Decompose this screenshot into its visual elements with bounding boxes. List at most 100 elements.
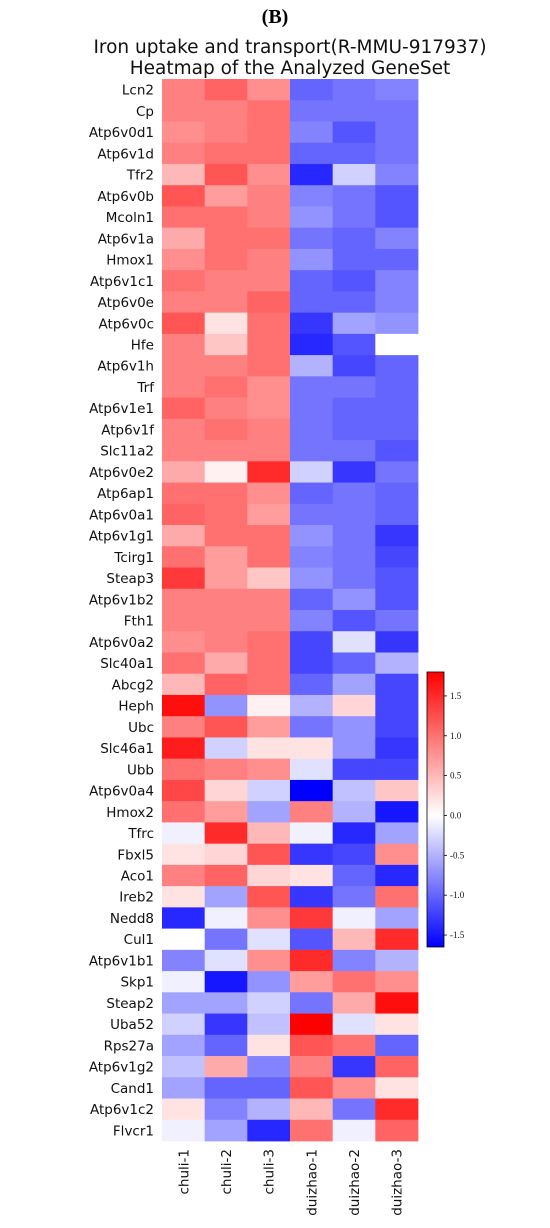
heatmap-cell-Aco1-duizhao-2 (332, 864, 376, 887)
heatmap-cell-Tfr2-duizhao-1 (290, 163, 334, 186)
heatmap-cell-Atp6v1c2-duizhao-3 (375, 1098, 419, 1121)
heatmap-cell-Atp6v1g1-duizhao-1 (290, 525, 334, 547)
heatmap-cell-Atp6v0a2-duizhao-2 (332, 631, 376, 653)
heatmap-cell-Ubc-duizhao-1 (290, 716, 334, 738)
heatmap-cell-Atp6v0a1-duizhao-3 (375, 503, 419, 526)
heatmap-cell-Rps27a-chuli-3 (247, 1034, 291, 1057)
heatmap-cell-Steap3-chuli-2 (204, 567, 248, 590)
heatmap-cell-Atp6v1b1-chuli-3 (247, 949, 291, 972)
heatmap-cell-Atp6v1b2-chuli-1 (162, 588, 206, 611)
heatmap-cell-Atp6v0e2-chuli-3 (247, 461, 291, 483)
heatmap-cell-Nedd8-chuli-3 (247, 907, 291, 929)
heatmap-cell-Ubb-chuli-2 (204, 758, 248, 781)
heatmap-cell-Slc46a1-chuli-3 (247, 737, 291, 760)
heatmap-cell-Atp6ap1-duizhao-3 (375, 482, 419, 505)
heatmap-cell-Atp6v0b-chuli-2 (204, 185, 248, 207)
heatmap-cell-Cand1-chuli-2 (204, 1077, 248, 1099)
heatmap-cell-Atp6v1b2-chuli-2 (204, 588, 248, 611)
heatmap-cell-Atp6v1c1-duizhao-1 (290, 270, 334, 292)
row-label: Hmox1 (106, 253, 154, 269)
heatmap-cell-Slc11a2-duizhao-1 (290, 440, 334, 462)
heatmap-cell-Mcoln1-chuli-2 (204, 206, 248, 229)
heatmap-cell-Atp6v0a2-chuli-2 (204, 631, 248, 653)
row-label: Cp (136, 104, 154, 120)
heatmap-cell-Atp6v0a4-duizhao-2 (332, 779, 376, 802)
heatmap-cell-Atp6v1b2-chuli-3 (247, 588, 291, 611)
heatmap-cell-Ubc-chuli-1 (162, 716, 206, 738)
heatmap-cell-Fth1-chuli-2 (204, 610, 248, 632)
heatmap-cell-Atp6v1h-duizhao-1 (290, 355, 334, 377)
heatmap-cell-Lcn2-chuli-2 (204, 79, 248, 101)
heatmap-cell-Abcg2-chuli-3 (247, 673, 291, 696)
heatmap-cell-Atp6v1c1-duizhao-3 (375, 270, 419, 292)
heatmap-cell-Tcirg1-duizhao-2 (332, 546, 376, 568)
heatmap-cell-Slc46a1-chuli-2 (204, 737, 248, 760)
column-label: chuli-3 (262, 1149, 278, 1195)
heatmap-cell-Hmox1-duizhao-2 (332, 248, 376, 271)
heatmap-cell-Fth1-chuli-1 (162, 610, 206, 632)
heatmap-cell-Hfe-duizhao-3 (375, 333, 419, 356)
heatmap-cell-Hmox2-chuli-2 (204, 801, 248, 823)
heatmap-cell-Heph-duizhao-3 (375, 694, 419, 717)
heatmap-cell-Atp6v0c-duizhao-3 (375, 312, 419, 335)
heatmap-cell-Uba52-chuli-3 (247, 1013, 291, 1036)
heatmap-cell-Uba52-chuli-2 (204, 1013, 248, 1036)
heatmap-cell-Atp6v1g1-duizhao-3 (375, 525, 419, 547)
row-label: Atp6v1d (97, 146, 154, 162)
heatmap-cell-Atp6ap1-chuli-1 (162, 482, 206, 505)
heatmap-cells (162, 79, 419, 1142)
heatmap-cell-Atp6v1g1-chuli-1 (162, 525, 206, 547)
heatmap-cell-Atp6v1c1-chuli-3 (247, 270, 291, 292)
heatmap-cell-Mcoln1-duizhao-1 (290, 206, 334, 229)
heatmap-cell-Trf-chuli-2 (204, 376, 248, 398)
heatmap-cell-Flvcr1-chuli-2 (204, 1119, 248, 1142)
heatmap-cell-Cand1-duizhao-1 (290, 1077, 334, 1099)
chart-title: Iron uptake and transport(R-MMU-917937) (93, 37, 487, 58)
heatmap-cell-Atp6v0b-duizhao-3 (375, 185, 419, 207)
heatmap-cell-Lcn2-chuli-1 (162, 79, 206, 101)
heatmap-cell-Tcirg1-duizhao-3 (375, 546, 419, 568)
heatmap-cell-Nedd8-duizhao-2 (332, 907, 376, 929)
heatmap-cell-Atp6v0a2-chuli-1 (162, 631, 206, 653)
heatmap-cell-Aco1-chuli-1 (162, 864, 206, 887)
heatmap-cell-Ubc-chuli-2 (204, 716, 248, 738)
heatmap-cell-Atp6v1c2-duizhao-2 (332, 1098, 376, 1121)
heatmap-cell-Atp6ap1-chuli-2 (204, 482, 248, 505)
row-label: Atp6v1g2 (89, 1060, 154, 1076)
heatmap-cell-Atp6v0a1-duizhao-1 (290, 503, 334, 526)
heatmap-cell-Atp6v1g1-chuli-2 (204, 525, 248, 547)
heatmap-cell-Cp-chuli-3 (247, 100, 291, 122)
row-label: Atp6v1a (98, 231, 154, 247)
chart-subtitle: Heatmap of the Analyzed GeneSet (129, 58, 451, 79)
heatmap-cell-Fbxl5-chuli-3 (247, 843, 291, 866)
heatmap-cell-Hmox2-duizhao-2 (332, 801, 376, 823)
colorbar-tick-label: -0.5 (450, 850, 465, 860)
heatmap-cell-Atp6v0e-duizhao-1 (290, 291, 334, 314)
heatmap-cell-Steap2-duizhao-3 (375, 992, 419, 1014)
heatmap-cell-Atp6v1h-chuli-2 (204, 355, 248, 377)
heatmap-cell-Atp6v1a-duizhao-1 (290, 227, 334, 250)
heatmap-cell-Cp-chuli-1 (162, 100, 206, 122)
row-label: Rps27a (104, 1038, 154, 1054)
heatmap-cell-Cul1-chuli-3 (247, 928, 291, 951)
heatmap-cell-Atp6v1f-chuli-1 (162, 418, 206, 441)
heatmap-cell-Steap3-duizhao-3 (375, 567, 419, 590)
heatmap-cell-Hfe-chuli-1 (162, 333, 206, 356)
heatmap-cell-Ireb2-chuli-2 (204, 886, 248, 908)
heatmap-cell-Atp6v1a-chuli-3 (247, 227, 291, 250)
row-label: Slc46a1 (100, 741, 154, 757)
heatmap-cell-Steap3-chuli-1 (162, 567, 206, 590)
heatmap-cell-Aco1-duizhao-3 (375, 864, 419, 887)
heatmap-cell-Nedd8-chuli-1 (162, 907, 206, 929)
heatmap-cell-Atp6v1e1-chuli-1 (162, 397, 206, 420)
heatmap-cell-Tcirg1-chuli-1 (162, 546, 206, 568)
heatmap-cell-Atp6ap1-duizhao-2 (332, 482, 376, 505)
heatmap-cell-Atp6v1b2-duizhao-3 (375, 588, 419, 611)
heatmap-cell-Atp6v1d-duizhao-3 (375, 142, 419, 165)
heatmap-cell-Steap2-chuli-1 (162, 992, 206, 1014)
column-label: chuli-2 (219, 1149, 235, 1195)
heatmap-cell-Hfe-chuli-2 (204, 333, 248, 356)
heatmap-cell-Nedd8-duizhao-3 (375, 907, 419, 929)
heatmap-cell-Atp6v0a1-chuli-3 (247, 503, 291, 526)
